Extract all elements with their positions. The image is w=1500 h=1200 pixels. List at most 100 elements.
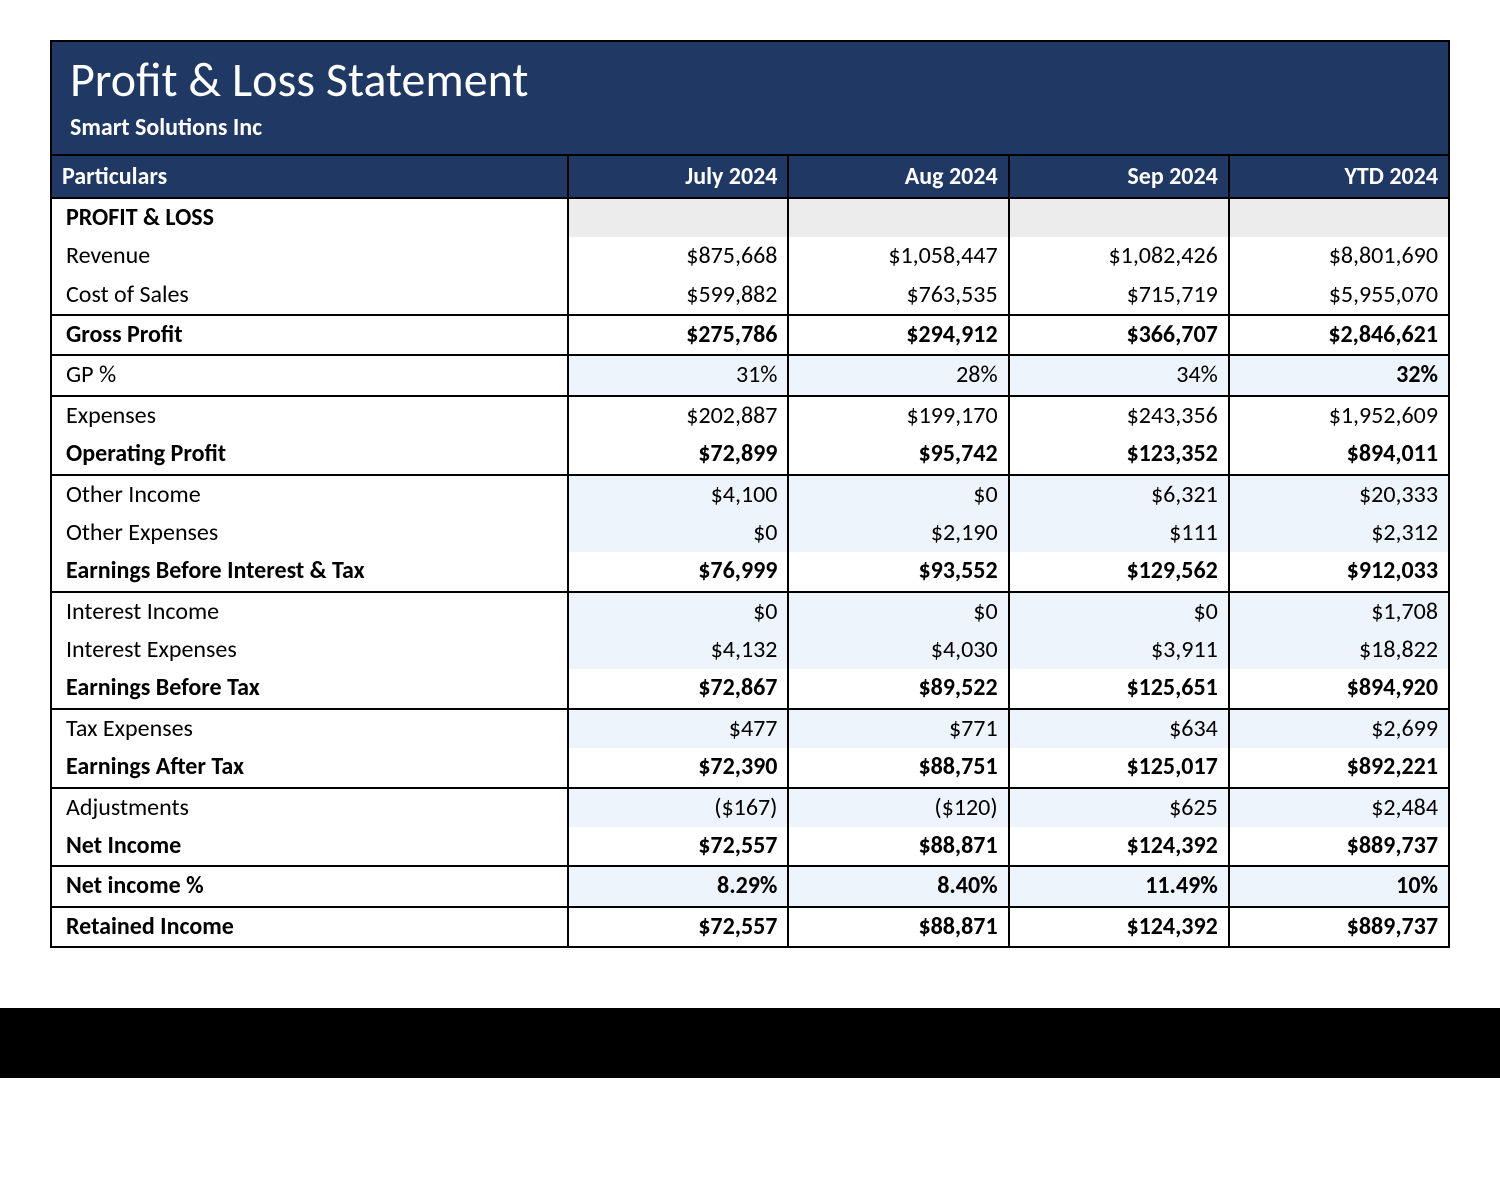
cell-sep: $124,392 — [1009, 827, 1229, 866]
cell-aug: $89,522 — [788, 669, 1008, 708]
report-header: Profit & Loss Statement Smart Solutions … — [50, 40, 1450, 154]
row-label: Cost of Sales — [51, 276, 568, 315]
cell-sep: $123,352 — [1009, 435, 1229, 474]
cell-sep: $634 — [1009, 709, 1229, 748]
row-label: Interest Income — [51, 592, 568, 631]
col-header-aug: Aug 2024 — [788, 155, 1008, 198]
cell-ytd: $1,952,609 — [1229, 396, 1449, 435]
cell-ytd: $912,033 — [1229, 552, 1449, 591]
cell-jul: $72,390 — [568, 748, 788, 787]
cell-aug: ($120) — [788, 788, 1008, 827]
cell-jul: $72,557 — [568, 907, 788, 947]
cell-ytd: 32% — [1229, 355, 1449, 395]
col-header-sep: Sep 2024 — [1009, 155, 1229, 198]
cell-ytd: $889,737 — [1229, 907, 1449, 947]
row-label: Revenue — [51, 237, 568, 275]
cell-aug: $4,030 — [788, 631, 1008, 669]
table-row: Expenses$202,887$199,170$243,356$1,952,6… — [51, 396, 1449, 435]
table-row: Gross Profit$275,786$294,912$366,707$2,8… — [51, 315, 1449, 355]
table-row: Adjustments($167)($120)$625$2,484 — [51, 788, 1449, 827]
cell-aug: $88,751 — [788, 748, 1008, 787]
cell-aug: $95,742 — [788, 435, 1008, 474]
cell-sep: $715,719 — [1009, 276, 1229, 315]
table-row: Interest Income$0$0$0$1,708 — [51, 592, 1449, 631]
row-label: Net Income — [51, 827, 568, 866]
cell-sep: $243,356 — [1009, 396, 1229, 435]
table-row: Earnings Before Interest & Tax$76,999$93… — [51, 552, 1449, 591]
cell-ytd: $5,955,070 — [1229, 276, 1449, 315]
cell-ytd: $894,011 — [1229, 435, 1449, 474]
cell-sep: $129,562 — [1009, 552, 1229, 591]
row-label: Other Expenses — [51, 514, 568, 552]
cell-aug: 28% — [788, 355, 1008, 395]
table-row: GP %31%28%34%32% — [51, 355, 1449, 395]
table-row: Other Income$4,100$0$6,321$20,333 — [51, 475, 1449, 514]
cell-aug: $1,058,447 — [788, 237, 1008, 275]
cell-sep: $366,707 — [1009, 315, 1229, 355]
row-label: Adjustments — [51, 788, 568, 827]
footer-bar — [0, 1008, 1500, 1078]
table-row: Net income %8.29%8.40%11.49%10% — [51, 866, 1449, 906]
cell-sep: $625 — [1009, 788, 1229, 827]
cell-sep: $3,911 — [1009, 631, 1229, 669]
cell-ytd: $2,699 — [1229, 709, 1449, 748]
cell-sep: $125,651 — [1009, 669, 1229, 708]
cell-jul: $76,999 — [568, 552, 788, 591]
cell-sep: $125,017 — [1009, 748, 1229, 787]
table-header: Particulars July 2024 Aug 2024 Sep 2024 … — [51, 155, 1449, 198]
cell-aug: 8.40% — [788, 866, 1008, 906]
row-label: Gross Profit — [51, 315, 568, 355]
row-label: Earnings Before Tax — [51, 669, 568, 708]
cell-ytd: 10% — [1229, 866, 1449, 906]
col-header-jul: July 2024 — [568, 155, 788, 198]
cell-sep: 34% — [1009, 355, 1229, 395]
row-label: Expenses — [51, 396, 568, 435]
pl-table: Particulars July 2024 Aug 2024 Sep 2024 … — [50, 154, 1450, 948]
cell-jul: $72,557 — [568, 827, 788, 866]
cell-ytd: $892,221 — [1229, 748, 1449, 787]
table-row: Revenue$875,668$1,058,447$1,082,426$8,80… — [51, 237, 1449, 275]
row-label: Net income % — [51, 866, 568, 906]
table-row: Interest Expenses$4,132$4,030$3,911$18,8… — [51, 631, 1449, 669]
cell-aug: $0 — [788, 475, 1008, 514]
table-row: Earnings Before Tax$72,867$89,522$125,65… — [51, 669, 1449, 708]
report-title: Profit & Loss Statement — [70, 54, 1430, 107]
table-row: Other Expenses$0$2,190$111$2,312 — [51, 514, 1449, 552]
cell-jul: $4,132 — [568, 631, 788, 669]
row-label: Earnings After Tax — [51, 748, 568, 787]
cell-sep: $1,082,426 — [1009, 237, 1229, 275]
cell-aug: $199,170 — [788, 396, 1008, 435]
cell-jul: $0 — [568, 592, 788, 631]
col-header-ytd: YTD 2024 — [1229, 155, 1449, 198]
table-row: Operating Profit$72,899$95,742$123,352$8… — [51, 435, 1449, 474]
section-blank — [1009, 198, 1229, 237]
cell-jul: $599,882 — [568, 276, 788, 315]
cell-sep: $0 — [1009, 592, 1229, 631]
cell-aug: $93,552 — [788, 552, 1008, 591]
cell-jul: $202,887 — [568, 396, 788, 435]
company-name: Smart Solutions Inc — [70, 113, 1430, 142]
cell-aug: $294,912 — [788, 315, 1008, 355]
section-label: PROFIT & LOSS — [51, 198, 568, 237]
section-blank — [568, 198, 788, 237]
table-row: Earnings After Tax$72,390$88,751$125,017… — [51, 748, 1449, 787]
cell-ytd: $2,484 — [1229, 788, 1449, 827]
row-label: Operating Profit — [51, 435, 568, 474]
cell-jul: ($167) — [568, 788, 788, 827]
table-body: PROFIT & LOSS Revenue$875,668$1,058,447$… — [51, 198, 1449, 947]
cell-aug: $88,871 — [788, 827, 1008, 866]
cell-ytd: $18,822 — [1229, 631, 1449, 669]
cell-aug: $88,871 — [788, 907, 1008, 947]
cell-ytd: $2,312 — [1229, 514, 1449, 552]
cell-jul: $477 — [568, 709, 788, 748]
table-row: Net Income$72,557$88,871$124,392$889,737 — [51, 827, 1449, 866]
row-label: Other Income — [51, 475, 568, 514]
cell-jul: $0 — [568, 514, 788, 552]
cell-aug: $771 — [788, 709, 1008, 748]
table-row: Retained Income$72,557$88,871$124,392$88… — [51, 907, 1449, 947]
cell-aug: $0 — [788, 592, 1008, 631]
row-label: Tax Expenses — [51, 709, 568, 748]
row-label: Retained Income — [51, 907, 568, 947]
cell-jul: $72,867 — [568, 669, 788, 708]
table-row: Cost of Sales$599,882$763,535$715,719$5,… — [51, 276, 1449, 315]
